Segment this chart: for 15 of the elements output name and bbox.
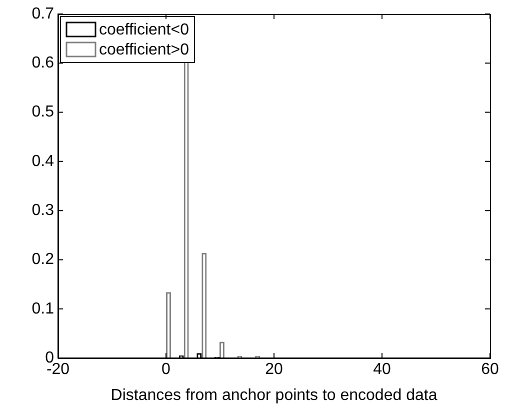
- y-tick-label: 0.6: [32, 54, 54, 72]
- y-tick-label: 0.3: [32, 202, 54, 219]
- y-tick-label: 0.2: [32, 251, 54, 268]
- x-tick-label: 0: [162, 361, 171, 378]
- y-tick-label: 0.5: [32, 104, 54, 121]
- x-tick-label: 60: [481, 361, 499, 378]
- x-tick-label: 20: [265, 361, 283, 378]
- y-tick-label: 0.1: [32, 300, 54, 318]
- y-tick-label: 0.4: [32, 152, 54, 170]
- x-tick-label: -20: [46, 361, 70, 378]
- x-axis-title: Distances from anchor points to encoded data: [110, 386, 438, 404]
- legend-label: coefficient>0: [99, 41, 190, 58]
- x-tick-label: 40: [373, 361, 391, 378]
- y-tick-label: 0.7: [32, 5, 54, 22]
- legend-label: coefficient<0: [99, 21, 190, 38]
